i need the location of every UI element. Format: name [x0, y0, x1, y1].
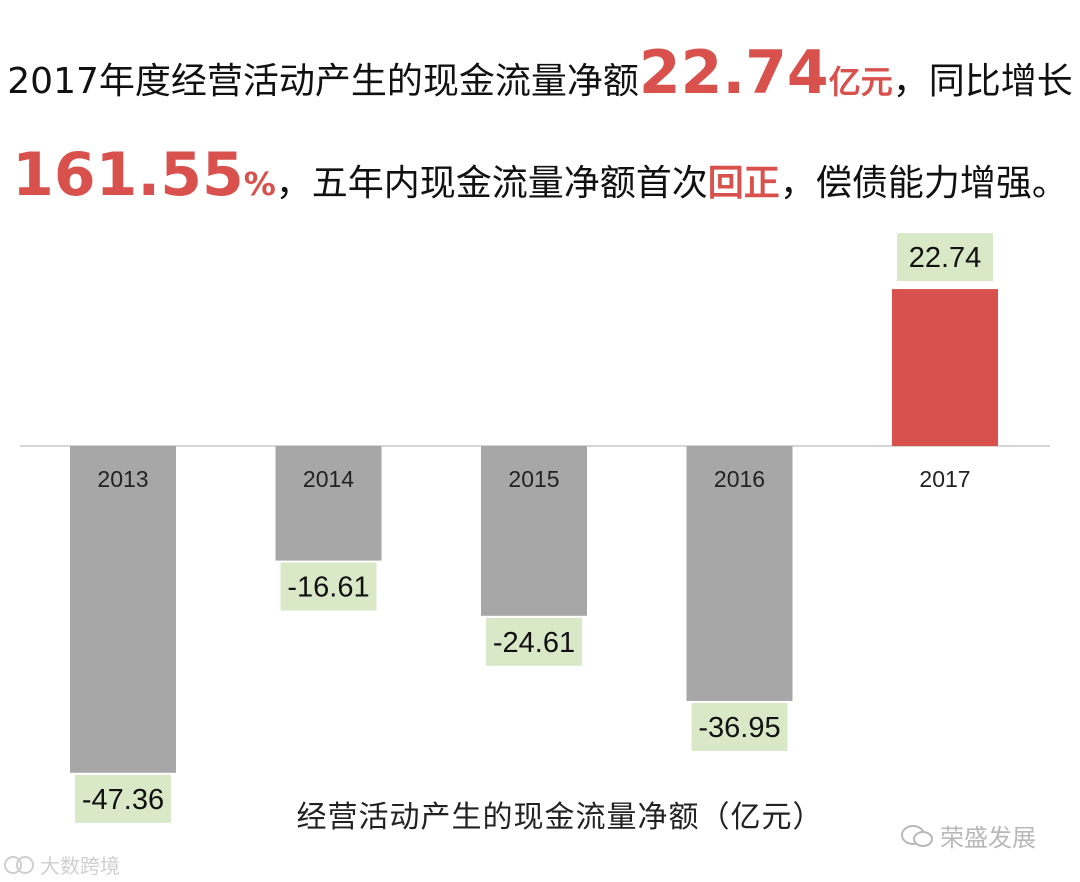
watermark-right: 荣盛发展	[900, 818, 1036, 853]
watermark-left: 大数跨境	[4, 850, 120, 879]
tick-label-2016: 2016	[714, 466, 765, 492]
data-label-bg-2014	[280, 562, 377, 611]
data-label-2013: -47.36	[82, 784, 164, 816]
data-label-bg-2015	[486, 617, 582, 666]
bar-2016	[686, 446, 793, 701]
bar-2013	[70, 446, 176, 773]
tick-label-2017: 2017	[919, 466, 970, 492]
data-label-bg-2016	[691, 702, 788, 751]
data-label-2015: -24.61	[493, 627, 575, 659]
data-label-bg-2013	[75, 774, 171, 823]
headline-text: ，五年内现金流量净额首次	[275, 163, 708, 204]
watermark-text: 荣盛发展	[940, 824, 1036, 852]
headline-value: 22.74	[638, 38, 829, 108]
logo-icon	[4, 855, 34, 874]
watermark-text: 大数跨境	[40, 854, 120, 878]
headline-text: 2017年度经营活动产生的现金流量净额	[7, 61, 639, 102]
data-label-2014: -16.61	[287, 572, 369, 604]
chart-title: 经营活动产生的现金流量净额（亿元）	[296, 800, 824, 835]
wechat-icon	[901, 824, 933, 847]
headline-line-2: 161.55%，五年内现金流量净额首次回正，偿债能力增强。	[0, 140, 1080, 210]
headline-text: ，偿债能力增强。	[779, 163, 1068, 204]
headline-highlight: 回正	[707, 163, 780, 204]
tick-label-2014: 2014	[303, 466, 354, 492]
bar-2015	[481, 446, 587, 616]
data-label-2016: -36.95	[698, 712, 780, 744]
data-label-2017: 22.74	[909, 242, 982, 274]
headline-line-1: 2017年度经营活动产生的现金流量净额22.74亿元，同比增长	[0, 38, 1080, 108]
bar-2017	[892, 289, 998, 446]
growth-value: 161.55	[12, 140, 244, 210]
data-label-bg-2017	[897, 233, 993, 282]
growth-unit: %	[243, 165, 276, 203]
headline-unit: 亿元	[828, 63, 893, 101]
tick-label-2015: 2015	[508, 466, 559, 492]
headline-text: ，同比增长	[892, 61, 1073, 102]
bar-2014	[275, 446, 382, 561]
tick-label-2013: 2013	[97, 466, 148, 492]
